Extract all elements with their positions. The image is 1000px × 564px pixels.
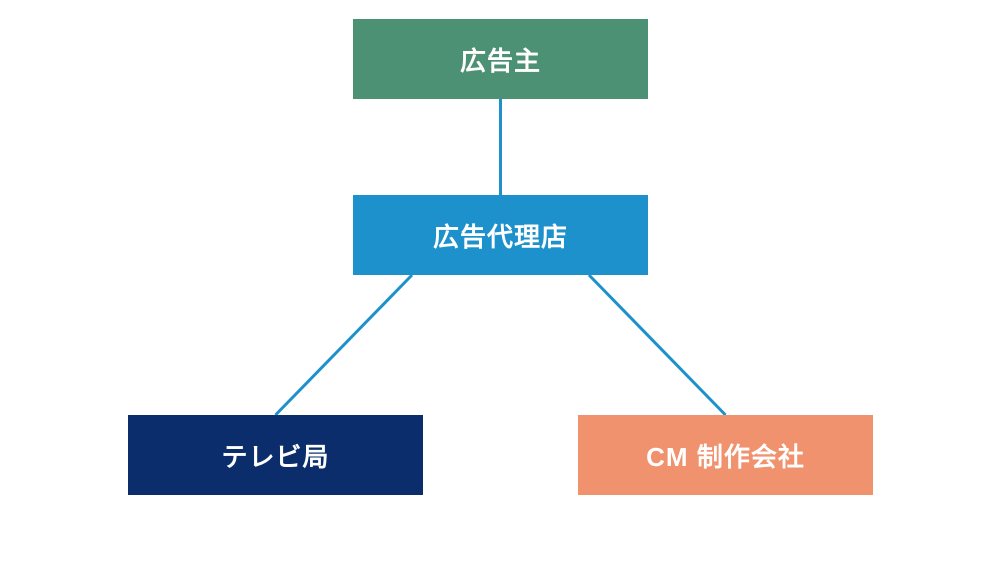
- node-agency-label: 広告代理店: [433, 217, 568, 254]
- diagram-stage: 広告主 広告代理店 テレビ局 CM 制作会社: [0, 0, 1000, 564]
- node-agency: 広告代理店: [353, 195, 648, 275]
- node-production-label: CM 制作会社: [646, 437, 805, 474]
- node-production: CM 制作会社: [578, 415, 873, 495]
- node-tv-station-label: テレビ局: [221, 437, 329, 474]
- node-advertiser-label: 広告主: [460, 41, 541, 78]
- edge-agency-to-tv_station: [276, 275, 413, 415]
- edge-agency-to-production: [589, 275, 726, 415]
- node-tv-station: テレビ局: [128, 415, 423, 495]
- node-advertiser: 広告主: [353, 19, 648, 99]
